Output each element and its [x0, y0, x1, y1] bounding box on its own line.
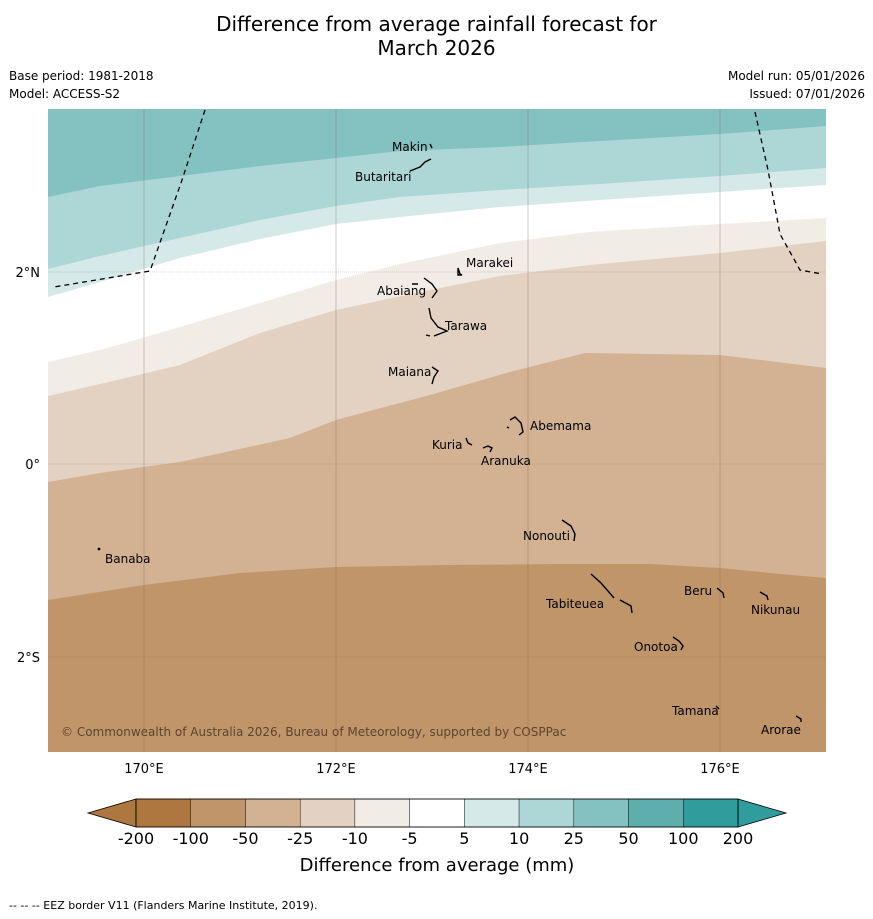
issued-date: Issued: 07/01/2026 [749, 87, 865, 101]
colorbar-tick-label: 100 [668, 829, 699, 848]
island-makin-outline [429, 143, 433, 149]
island-arorae-outline [795, 715, 802, 722]
title-line-2: March 2026 [377, 36, 496, 60]
label-aranuka: Aranuka [481, 454, 531, 468]
model-name: Model: ACCESS-S2 [9, 87, 121, 101]
lon-label-174: 174°E [508, 762, 548, 777]
lat-label-2s: 2°S [17, 651, 40, 666]
colorbar-tick-label: -10 [342, 829, 368, 848]
island-beru-outline [716, 587, 725, 599]
colorbar-box [245, 798, 301, 828]
colorbar-left-extension [86, 798, 137, 828]
meta-right: Model run: 05/01/2026 Issued: 07/01/2026 [728, 67, 865, 103]
eez-footnote: -- -- -- EEZ border V11 (Flanders Marine… [9, 899, 318, 912]
band-plus25-plus50 [48, 109, 826, 197]
island-tarawa-outline [425, 307, 449, 337]
island-outlines [97, 143, 802, 722]
label-tabiteuea: Tabiteuea [545, 597, 604, 611]
colorbar-tick-label: -25 [287, 829, 313, 848]
title-line-1: Difference from average rainfall forecas… [216, 12, 657, 36]
label-kuria: Kuria [432, 438, 463, 452]
colorbar-box [628, 798, 684, 828]
island-aranuka-outline [482, 445, 493, 453]
island-banaba-outline [97, 547, 101, 551]
lon-label-170: 170°E [124, 762, 164, 777]
colorbar-tick-label: -5 [402, 829, 418, 848]
label-nonouti: Nonouti [523, 529, 570, 543]
island-abaiang-outline [412, 277, 438, 299]
colorbar-box [683, 798, 739, 828]
colorbar-box [354, 798, 410, 828]
eez-border-east [754, 111, 823, 275]
colorbar-tick-label: 10 [509, 829, 529, 848]
colorbar-tick-label: -200 [118, 829, 154, 848]
label-abemama: Abemama [530, 419, 591, 433]
colorbar-box [409, 798, 465, 828]
colorbar-box [135, 798, 191, 828]
island-abemama-outline [506, 416, 524, 436]
island-maiana-outline [431, 366, 439, 385]
copyright-notice: © Commonwealth of Australia 2026, Bureau… [61, 725, 566, 739]
lon-label-172: 172°E [316, 762, 356, 777]
colorbar-box [190, 798, 246, 828]
colorbar-tick-label: -50 [232, 829, 258, 848]
colorbar-tick-label: 5 [459, 829, 469, 848]
label-beru: Beru [684, 584, 712, 598]
island-marakei-outline [457, 267, 463, 276]
eez-borders [53, 109, 823, 288]
colorbar-box [518, 798, 575, 828]
meta-left: Base period: 1981-2018 Model: ACCESS-S2 [9, 67, 154, 103]
island-nikunau-outline [759, 591, 769, 601]
label-abaiang: Abaiang [377, 284, 426, 298]
lon-label-176: 176°E [700, 762, 740, 777]
island-butaritari-outline [409, 158, 432, 172]
island-onotoa-outline [672, 636, 684, 651]
label-tamana: Tamana [671, 704, 719, 718]
colorbar-tick-label: 25 [564, 829, 584, 848]
chart-title: Difference from average rainfall forecas… [0, 12, 873, 60]
colorbar-tick-label: -100 [173, 829, 209, 848]
island-tabiteuea-outline [590, 573, 633, 614]
colorbar-tick-label: 200 [723, 829, 754, 848]
island-kuria-outline [465, 437, 473, 446]
model-run: Model run: 05/01/2026 [727, 69, 865, 83]
place-labels: Makin Butaritari Marakei Abaiang Tarawa … [105, 140, 801, 737]
eez-border-west [53, 109, 206, 288]
label-nikunau: Nikunau [751, 603, 800, 617]
label-banaba: Banaba [105, 552, 151, 566]
lat-label-0: 0° [25, 458, 40, 473]
colorbar-box [573, 798, 629, 828]
label-tarawa: Tarawa [444, 319, 487, 333]
colorbar-box [464, 798, 520, 828]
label-maiana: Maiana [388, 365, 431, 379]
island-tamana-outline [715, 705, 720, 710]
colorbar-box [299, 798, 356, 828]
colorbar-label: Difference from average (mm) [300, 855, 575, 876]
rainfall-bands [48, 109, 826, 752]
base-period: Base period: 1981-2018 [9, 69, 154, 83]
island-nonouti-outline [561, 519, 576, 542]
label-onotoa: Onotoa [634, 640, 678, 654]
colorbar: -200 -100 -50 -25 -10 -5 5 10 25 50 100 200 Differe… [86, 798, 788, 876]
axis-labels: 2°N 0° 2°S 170°E 172°E 174°E 176°E [16, 266, 740, 777]
label-butaritari: Butaritari [355, 170, 412, 184]
gridlines [48, 109, 826, 752]
label-makin: Makin [392, 140, 428, 154]
colorbar-tick-labels: -200 -100 -50 -25 -10 -5 5 10 25 50 100 200 [118, 829, 753, 848]
colorbar-tick-label: 50 [618, 829, 638, 848]
label-marakei: Marakei [466, 256, 513, 270]
colorbar-frame [135, 798, 739, 828]
label-arorae: Arorae [761, 723, 801, 737]
lat-label-2n: 2°N [16, 266, 41, 281]
colorbar-right-extension [737, 798, 788, 828]
colorbar-boxes [135, 798, 739, 828]
